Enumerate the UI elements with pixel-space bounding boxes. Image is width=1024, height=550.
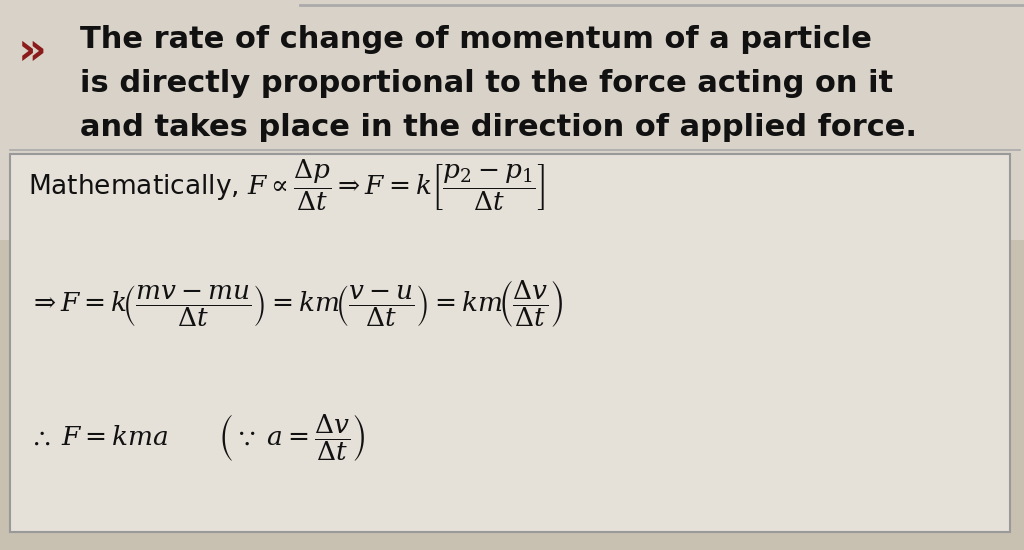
Bar xyxy=(0,0,1024,240)
Text: $\Rightarrow F = k\!\left(\dfrac{mv - mu}{\Delta t}\right) = km\!\left(\dfrac{v : $\Rightarrow F = k\!\left(\dfrac{mv - mu… xyxy=(28,278,564,329)
Text: $\therefore \; F = kma \qquad \left(\because \; a = \dfrac{\Delta v}{\Delta t}\r: $\therefore \; F = kma \qquad \left(\bec… xyxy=(28,412,366,463)
Text: »: » xyxy=(18,30,47,73)
Text: and takes place in the direction of applied force.: and takes place in the direction of appl… xyxy=(80,113,918,142)
FancyBboxPatch shape xyxy=(10,154,1010,532)
Text: The rate of change of momentum of a particle: The rate of change of momentum of a part… xyxy=(80,25,871,54)
Text: Mathematically, $F \propto \dfrac{\Delta p}{\Delta t} \Rightarrow F = k\left[\df: Mathematically, $F \propto \dfrac{\Delta… xyxy=(28,158,546,213)
Text: is directly proportional to the force acting on it: is directly proportional to the force ac… xyxy=(80,69,893,98)
